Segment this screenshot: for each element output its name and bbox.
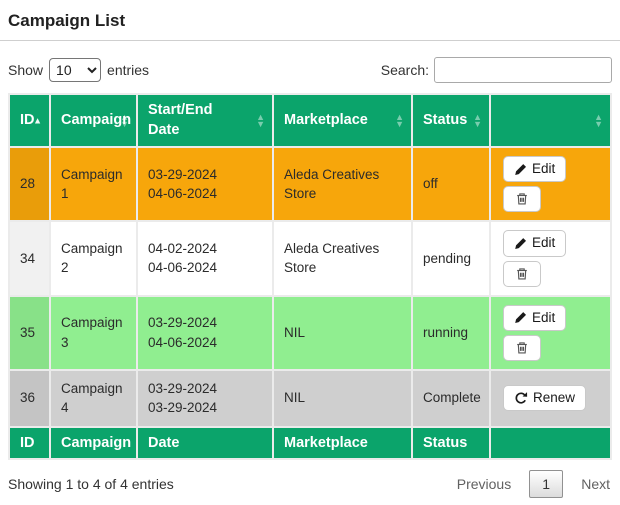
actions-cell: Edit [489, 146, 612, 223]
table-row: 34 Campaign 2 04-02-2024 04-06-2024 Aleda Cr… [8, 220, 612, 297]
renew-button[interactable]: Renew [503, 385, 587, 412]
campaign-list-page: Campaign List Show 10 entries Search: ID… [0, 11, 620, 498]
marketplace-cell: NIL [272, 294, 413, 371]
start-date: 04-02-2024 [148, 240, 218, 256]
column-header-label: Marketplace [284, 111, 368, 128]
edit-button[interactable]: Edit [503, 230, 567, 257]
footer-column-status: Status [411, 425, 491, 460]
table-footer-row: ID Campaign Date Marketplace Status [8, 425, 612, 460]
table-bottom-bar: Showing 1 to 4 of 4 entries Previous 1 N… [8, 469, 612, 498]
marketplace-cell: NIL [272, 368, 413, 428]
footer-column-id: ID [8, 425, 51, 460]
current-page-button[interactable]: 1 [529, 469, 564, 498]
end-date: 04-06-2024 [148, 260, 218, 276]
previous-page-button[interactable]: Previous [456, 475, 512, 492]
footer-column-marketplace: Marketplace [272, 425, 413, 460]
pagination: Previous 1 Next [455, 469, 612, 498]
marketplace-cell: Aleda Creatives Store [272, 220, 413, 297]
page-title: Campaign List [8, 11, 126, 30]
table-info: Showing 1 to 4 of 4 entries [8, 475, 174, 492]
column-header-start-end-date[interactable]: Start/End Date ▲ ▼ [136, 92, 274, 149]
column-header-label: Status [423, 111, 468, 128]
end-date: 04-06-2024 [148, 334, 218, 350]
page-length-control: Show 10 entries [8, 58, 149, 82]
renew-button-label: Renew [533, 390, 576, 406]
footer-column-campaign: Campaign [49, 425, 138, 460]
column-header-campaign[interactable]: Campaign ▲ ▼ [49, 92, 138, 149]
date-cell: 03-29-2024 04-06-2024 [136, 294, 274, 371]
search-label: Search: [380, 62, 429, 78]
table-row: 35 Campaign 3 03-29-2024 04-06-2024 NIL runni… [8, 294, 612, 371]
campaign-cell: Campaign 1 [49, 146, 138, 223]
start-date: 03-29-2024 [148, 166, 218, 182]
start-date: 03-29-2024 [148, 380, 218, 396]
edit-button-label: Edit [532, 161, 556, 177]
sort-arrows-icon: ▲▼ [33, 115, 42, 126]
edit-button[interactable]: Edit [503, 304, 567, 331]
status-cell: pending [411, 220, 491, 297]
pencil-icon [514, 163, 527, 176]
campaign-cell: Campaign 2 [49, 220, 138, 297]
table-controls: Show 10 entries Search: [8, 57, 612, 83]
edit-button[interactable]: Edit [503, 156, 567, 183]
sort-arrows-icon: ▲▼ [594, 111, 603, 129]
show-label: Show [8, 62, 44, 78]
refresh-icon [514, 391, 528, 405]
sort-arrows-icon: ▲▼ [256, 111, 265, 129]
column-header-label: Start/End Date [148, 102, 213, 138]
id-cell: 36 [8, 368, 51, 428]
delete-button[interactable] [503, 186, 541, 213]
actions-cell: Edit [489, 220, 612, 297]
date-cell: 03-29-2024 03-29-2024 [136, 368, 274, 428]
actions-cell: Renew [489, 368, 612, 428]
campaign-table: ID▲▼Campaign▲▼Start/End Date▲▼Marketplac… [8, 92, 612, 460]
sort-arrows-icon: ▲▼ [120, 111, 129, 129]
actions-cell: Edit [489, 294, 612, 371]
entries-label: entries [107, 62, 150, 78]
trash-icon [515, 192, 529, 206]
delete-button[interactable] [503, 334, 541, 361]
end-date: 04-06-2024 [148, 186, 218, 202]
status-cell: Complete [411, 368, 491, 428]
marketplace-cell: Aleda Creatives Store [272, 146, 413, 223]
footer-column-date: Date [136, 425, 274, 460]
entries-select[interactable]: 10 [49, 58, 102, 82]
id-cell: 34 [8, 220, 51, 297]
trash-icon [515, 267, 529, 281]
sort-arrows-icon: ▲▼ [395, 111, 404, 129]
column-header-label: Campaign [61, 111, 132, 128]
date-cell: 03-29-2024 04-06-2024 [136, 146, 274, 223]
column-header-label: ID [20, 111, 35, 128]
status-cell: running [411, 294, 491, 371]
pencil-icon [514, 311, 527, 324]
table-row: 28 Campaign 1 03-29-2024 04-06-2024 Aleda Cr… [8, 146, 612, 223]
pencil-icon [514, 237, 527, 250]
trash-icon [515, 341, 529, 355]
sort-arrows-icon: ▲▼ [473, 111, 482, 129]
search-control: Search: [381, 57, 612, 83]
delete-button[interactable] [503, 260, 541, 287]
campaign-cell: Campaign 4 [49, 368, 138, 428]
next-page-button[interactable]: Next [581, 475, 610, 492]
column-header-marketplace[interactable]: Marketplace ▲ ▼ [272, 92, 413, 149]
divider [0, 40, 620, 41]
campaign-cell: Campaign 3 [49, 294, 138, 371]
id-cell: 35 [8, 294, 51, 371]
end-date: 03-29-2024 [148, 400, 218, 416]
status-cell: off [411, 146, 491, 223]
date-cell: 04-02-2024 04-06-2024 [136, 220, 274, 297]
start-date: 03-29-2024 [148, 315, 218, 331]
column-header-actions[interactable]: ▲ ▼ [489, 92, 612, 149]
search-input[interactable] [434, 57, 612, 83]
table-header-row: ID▲▼Campaign▲▼Start/End Date▲▼Marketplac… [8, 92, 612, 149]
table-row: 36 Campaign 4 03-29-2024 03-29-2024 NIL Compl… [8, 368, 612, 428]
column-header-status[interactable]: Status ▲ ▼ [411, 92, 491, 149]
edit-button-label: Edit [532, 235, 556, 251]
column-header-id[interactable]: ID▲▼ [8, 92, 51, 149]
edit-button-label: Edit [532, 309, 556, 325]
id-cell: 28 [8, 146, 51, 223]
footer-column-actions [489, 425, 612, 460]
